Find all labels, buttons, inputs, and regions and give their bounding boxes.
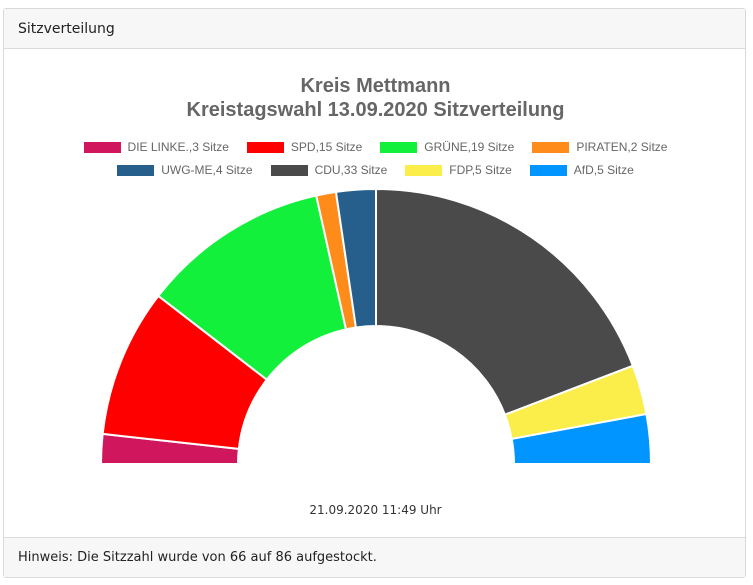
legend-swatch: [380, 141, 418, 153]
panel-title: Sitzverteilung: [4, 9, 745, 49]
legend-swatch: [529, 164, 567, 176]
panel-footnote: Hinweis: Die Sitzzahl wurde von 66 auf 8…: [4, 537, 745, 577]
legend-item[interactable]: UWG-ME,4 Sitze: [117, 163, 253, 177]
chart-legend-row-2: UWG-ME,4 Sitze CDU,33 Sitze FDP,5 Sitze AfD…: [4, 163, 747, 177]
chart-legend-row-1: DIE LINKE.,3 Sitze SPD,15 Sitze GRÜNE,19 S…: [4, 140, 747, 154]
seat-half-donut-chart: [99, 187, 653, 465]
legend-label: CDU,33 Sitze: [314, 163, 388, 177]
chart-subtitle: Kreistagswahl 13.09.2020 Sitzverteilung: [186, 99, 565, 121]
seat-distribution-panel: Sitzverteilung Kreis Mettmann Kreistagsw…: [3, 8, 746, 578]
timestamp: 21.09.2020 11:49 Uhr: [309, 503, 442, 517]
legend-item[interactable]: DIE LINKE.,3 Sitze: [83, 140, 229, 154]
chart-slice[interactable]: [510, 412, 653, 465]
legend-item[interactable]: GRÜNE,19 Sitze: [380, 140, 514, 154]
legend-label: DIE LINKE.,3 Sitze: [127, 140, 229, 154]
chart-title: Kreis Mettmann: [300, 75, 451, 97]
legend-item[interactable]: FDP,5 Sitze: [405, 163, 512, 177]
legend-label: FDP,5 Sitze: [449, 163, 512, 177]
legend-swatch: [83, 141, 121, 153]
legend-swatch: [532, 141, 570, 153]
legend-swatch: [405, 164, 443, 176]
legend-item[interactable]: PIRATEN,2 Sitze: [532, 140, 667, 154]
legend-label: AfD,5 Sitze: [573, 163, 634, 177]
legend-label: SPD,15 Sitze: [290, 140, 363, 154]
legend-item[interactable]: SPD,15 Sitze: [246, 140, 363, 154]
legend-item[interactable]: AfD,5 Sitze: [529, 163, 634, 177]
legend-label: UWG-ME,4 Sitze: [161, 163, 253, 177]
legend-swatch: [270, 164, 308, 176]
legend-item[interactable]: CDU,33 Sitze: [270, 163, 388, 177]
chart-slice[interactable]: [375, 187, 635, 416]
legend-label: PIRATEN,2 Sitze: [576, 140, 668, 154]
legend-label: GRÜNE,19 Sitze: [424, 140, 515, 154]
legend-swatch: [246, 141, 284, 153]
legend-swatch: [117, 164, 155, 176]
